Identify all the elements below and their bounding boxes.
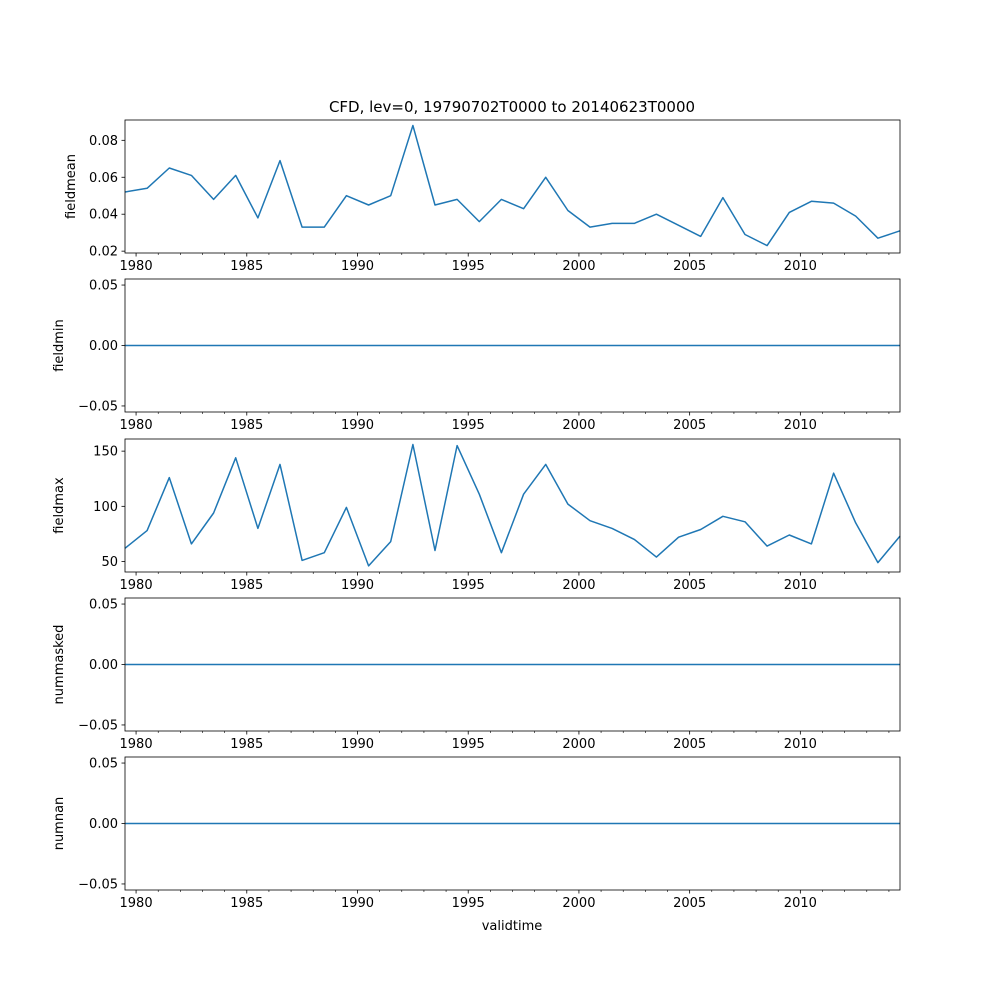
fieldmean-x-tick-label: 2010	[784, 259, 817, 274]
fieldmean-line	[124, 124, 901, 247]
numnan-y-tick-label: 0.00	[89, 817, 118, 832]
nummasked-x-tick-label: 1985	[230, 737, 263, 752]
fieldmax-x-tick-label: 1995	[452, 578, 485, 593]
fieldmax-x-tick-label: 2010	[784, 578, 817, 593]
x-axis-label: validtime	[482, 919, 543, 934]
fieldmean-x-tick-label: 1995	[452, 259, 485, 274]
fieldmin-y-axis-label: fieldmin	[52, 319, 67, 372]
fieldmean-x-tick-label: 2000	[562, 259, 595, 274]
fieldmin-x-tick-label: 1985	[230, 418, 263, 433]
fieldmax-x-tick-label: 1990	[341, 578, 374, 593]
fieldmin-x-tick-label: 1995	[452, 418, 485, 433]
nummasked-y-tick-label: 0.00	[89, 658, 118, 673]
nummasked-x-tick-label: 2000	[562, 737, 595, 752]
fieldmax-x-tick-label: 1985	[230, 578, 263, 593]
numnan-x-tick-label: 2005	[673, 896, 706, 911]
fieldmax-x-tick-label: 2005	[673, 578, 706, 593]
fieldmean-x-tick-label: 2005	[673, 259, 706, 274]
numnan-x-tick-label: 1995	[452, 896, 485, 911]
fieldmax-y-tick-label: 50	[101, 555, 118, 570]
fieldmin-x-tick-label: 2005	[673, 418, 706, 433]
fieldmax-y-axis-label: fieldmax	[52, 477, 67, 534]
fieldmin-x-tick-label: 2000	[562, 418, 595, 433]
fieldmean-y-tick-label: 0.04	[89, 208, 118, 223]
numnan-y-tick-label: 0.05	[89, 757, 118, 772]
fieldmean-x-tick-label: 1990	[341, 259, 374, 274]
panel-nummasked: −0.05 0.00 0.05 nummasked 1980 1985 1990 1995 20…	[52, 598, 901, 752]
fieldmean-y-tick-label: 0.06	[89, 171, 118, 186]
nummasked-y-axis-label: nummasked	[52, 625, 67, 705]
nummasked-y-tick-label: −0.05	[78, 718, 118, 733]
nummasked-x-tick-label: 1980	[120, 737, 153, 752]
fieldmin-y-tick-label: −0.05	[78, 399, 118, 414]
chart-title: CFD, lev=0, 19790702T0000 to 20140623T00…	[329, 98, 695, 116]
fieldmin-x-tick-label: 1980	[120, 418, 153, 433]
fieldmin-y-tick-label: 0.05	[89, 279, 118, 294]
fieldmax-x-tick-label: 2000	[562, 578, 595, 593]
fieldmax-line	[124, 443, 901, 567]
panel-fieldmax: 50 100 150 fieldmax 1980 1985 1990 1995 2000 2005…	[52, 438, 901, 593]
nummasked-x-tick-label: 1995	[452, 737, 485, 752]
numnan-x-tick-label: 1990	[341, 896, 374, 911]
nummasked-x-tick-label: 2005	[673, 737, 706, 752]
nummasked-x-tick-label: 2010	[784, 737, 817, 752]
fieldmean-y-tick-label: 0.02	[89, 245, 118, 260]
nummasked-x-tick-label: 1990	[341, 737, 374, 752]
panel-fieldmin: −0.05 0.00 0.05 fieldmin 1980 1985 1990 1995 200…	[52, 279, 901, 433]
fieldmin-x-tick-label: 1990	[341, 418, 374, 433]
numnan-x-tick-label: 1980	[120, 896, 153, 911]
numnan-y-axis-label: numnan	[52, 797, 67, 851]
panel-fieldmean: 0.02 0.04 0.06 0.08 fieldmean 1980 1985 1990 199…	[64, 119, 901, 274]
numnan-x-tick-label: 2000	[562, 896, 595, 911]
numnan-x-tick-label: 1985	[230, 896, 263, 911]
fieldmin-y-tick-label: 0.00	[89, 339, 118, 354]
fieldmean-x-tick-label: 1985	[230, 259, 263, 274]
fieldmax-y-tick-label: 150	[93, 445, 118, 460]
fieldmax-y-tick-label: 100	[93, 500, 118, 515]
fieldmax-x-tick-label: 1980	[120, 578, 153, 593]
panel-numnan: −0.05 0.00 0.05 numnan 1980 1985 1990 1995 2000 2…	[52, 757, 901, 911]
fieldmean-y-tick-label: 0.08	[89, 134, 118, 149]
fieldmean-y-axis-label: fieldmean	[64, 154, 79, 219]
numnan-x-tick-label: 2010	[784, 896, 817, 911]
numnan-y-tick-label: −0.05	[78, 877, 118, 892]
fieldmean-x-tick-label: 1980	[120, 259, 153, 274]
nummasked-y-tick-label: 0.05	[89, 598, 118, 613]
fieldmin-x-tick-label: 2010	[784, 418, 817, 433]
